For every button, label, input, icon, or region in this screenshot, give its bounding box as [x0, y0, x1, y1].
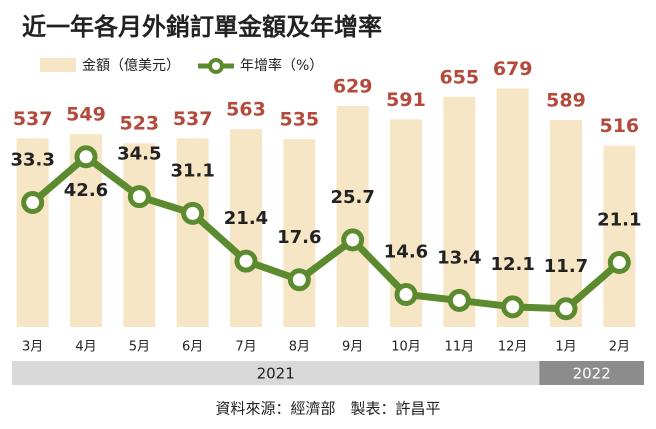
bar [443, 96, 476, 327]
bar-value-label: 629 [333, 75, 373, 97]
bar-value-label: 516 [599, 115, 639, 137]
year-label: 2022 [573, 365, 611, 383]
bar [550, 120, 582, 327]
legend-label: 金額（億美元） [82, 58, 180, 74]
line-point [554, 297, 578, 321]
bar-value-label: 589 [546, 90, 586, 112]
bar-value-label: 591 [386, 89, 426, 111]
line-value-label: 14.6 [384, 242, 428, 263]
x-tick-label: 10月 [391, 340, 421, 355]
year-band [539, 361, 644, 385]
line-point [21, 191, 45, 215]
line-value-label: 33.3 [10, 150, 54, 171]
line-point [447, 288, 471, 312]
x-tick-label: 4月 [75, 340, 96, 355]
bar [336, 105, 369, 327]
bar-value-label: 537 [13, 108, 53, 130]
bar [230, 129, 262, 327]
line-value-label: 12.1 [490, 254, 534, 275]
bar [176, 138, 209, 327]
line-point [394, 283, 418, 307]
bar [16, 138, 49, 327]
line-point [74, 145, 98, 169]
line-value-label: 21.1 [597, 210, 641, 231]
x-tick-label: 5月 [129, 340, 150, 355]
year-label: 2021 [257, 365, 295, 383]
bar-value-label: 537 [173, 108, 213, 130]
line-value-label: 17.6 [277, 227, 321, 248]
bar [283, 138, 316, 327]
bar-value-label: 679 [493, 58, 533, 80]
line-point [607, 251, 631, 275]
x-tick-label: 1月 [555, 340, 576, 355]
legend-swatch [208, 58, 224, 74]
bar [496, 88, 529, 327]
line-point [287, 268, 311, 292]
x-tick-label: 11月 [445, 340, 475, 355]
x-tick-label: 3月 [22, 340, 43, 355]
x-tick-label: 8月 [289, 340, 310, 355]
bar [123, 143, 156, 327]
bar [603, 145, 636, 327]
bar-value-label: 535 [279, 108, 319, 130]
source-note: 資料來源：經濟部 製表：許昌平 [215, 400, 440, 418]
legend-label: 年增率（%） [240, 57, 323, 74]
year-band [12, 361, 540, 385]
bar-value-label: 655 [439, 66, 479, 88]
x-tick-label: 9月 [342, 340, 363, 355]
line-value-label: 21.4 [224, 208, 268, 229]
line-point [341, 228, 365, 252]
line-point [234, 249, 258, 273]
line-point [181, 201, 205, 225]
line-point [127, 185, 151, 209]
line-value-label: 25.7 [330, 187, 374, 208]
x-tick-label: 6月 [182, 340, 203, 355]
bar-value-label: 523 [119, 113, 159, 135]
line-value-label: 42.6 [64, 180, 108, 201]
x-tick-label: 2月 [609, 340, 630, 355]
line-value-label: 11.7 [544, 256, 588, 277]
line-value-label: 34.5 [117, 144, 161, 165]
line-value-label: 31.1 [170, 160, 214, 181]
line-point [501, 295, 525, 319]
line-value-label: 13.4 [437, 247, 481, 268]
bar-value-label: 549 [66, 104, 106, 126]
legend-swatch [40, 58, 76, 72]
bar-value-label: 563 [226, 99, 266, 121]
chart-title: 近一年各月外銷訂單金額及年增率 [22, 13, 382, 41]
x-tick-label: 12月 [498, 340, 528, 355]
x-tick-label: 7月 [235, 340, 256, 355]
